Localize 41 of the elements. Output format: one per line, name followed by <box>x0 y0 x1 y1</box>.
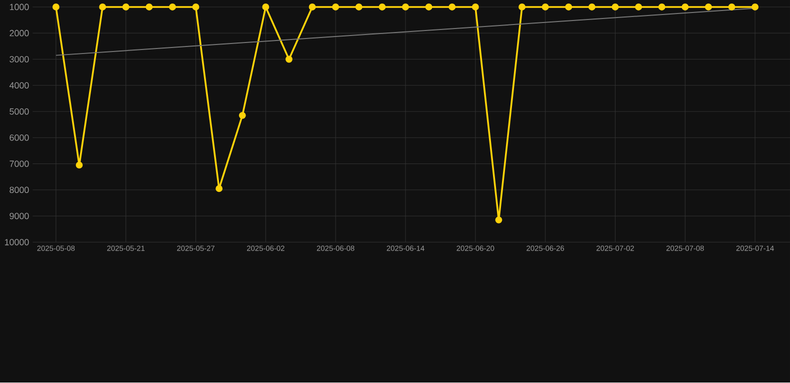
point <box>728 4 736 11</box>
point <box>635 4 642 11</box>
point <box>378 4 386 11</box>
point <box>565 4 572 11</box>
point <box>704 4 712 11</box>
point <box>192 4 200 11</box>
point <box>752 4 759 11</box>
point <box>308 4 316 11</box>
y-tick-label: 2000 <box>10 30 29 36</box>
point <box>99 4 106 11</box>
point <box>52 4 60 11</box>
y-tick-label: 3000 <box>10 56 29 63</box>
point <box>518 4 526 11</box>
y-tick-label: 5000 <box>10 108 29 115</box>
point <box>682 4 689 11</box>
y-tick-label: 1000 <box>10 4 29 10</box>
y-tick-label: 7000 <box>10 160 29 168</box>
point <box>355 4 362 11</box>
point <box>542 4 549 11</box>
point <box>472 4 479 11</box>
y-tick-label: 4000 <box>9 82 29 89</box>
point <box>262 4 270 11</box>
point <box>238 112 246 120</box>
point <box>216 185 223 192</box>
point <box>448 4 456 11</box>
y-tick-label: 9000 <box>10 213 29 220</box>
point <box>286 56 292 63</box>
y-tick-label: 8000 <box>10 186 29 194</box>
point <box>612 4 619 11</box>
point <box>658 4 666 11</box>
y-tick-label: 6000 <box>10 134 29 141</box>
point <box>122 4 130 11</box>
point <box>402 4 409 11</box>
point <box>495 216 502 224</box>
point <box>332 4 340 11</box>
y-tick-label: 10000 <box>4 239 29 246</box>
point <box>169 4 176 11</box>
point <box>146 4 153 11</box>
point <box>588 4 596 11</box>
point <box>76 162 83 169</box>
point <box>425 4 432 11</box>
